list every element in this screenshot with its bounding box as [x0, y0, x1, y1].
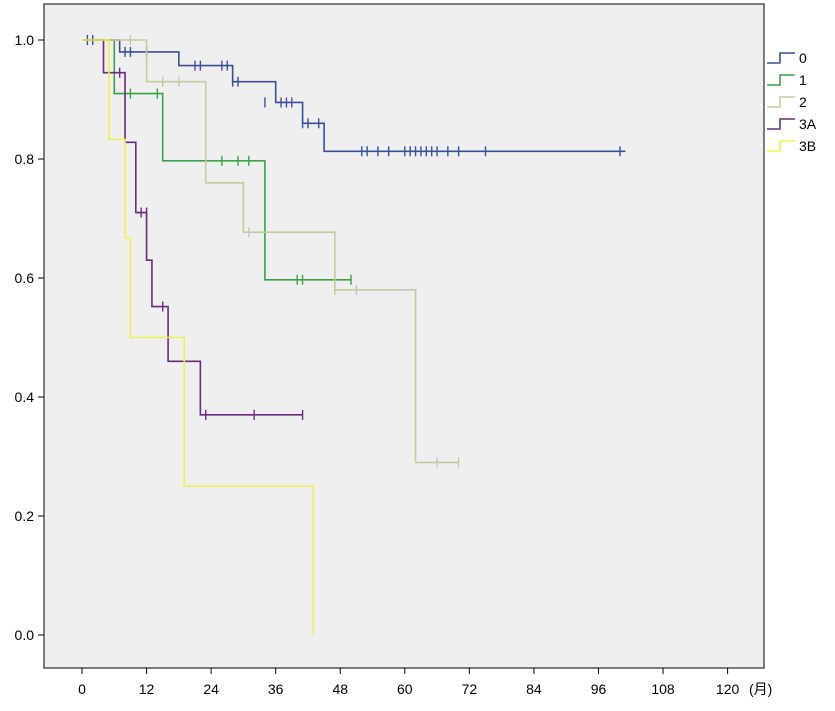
x-tick-label: 12	[139, 681, 155, 697]
legend-label: 3B	[799, 138, 816, 154]
series-layer	[82, 35, 626, 635]
legend-item-1: 1	[767, 72, 807, 88]
x-tick-label: 120	[716, 681, 740, 697]
x-tick-label: 24	[203, 681, 219, 697]
plot-background	[43, 3, 765, 669]
x-unit-label: (月)	[749, 681, 772, 697]
x-tick-label: 108	[651, 681, 675, 697]
series-line	[82, 39, 459, 464]
legend: 0 1 2 3A 3B	[767, 50, 817, 154]
legend-swatch	[767, 96, 795, 108]
legend-item-3A: 3A	[767, 116, 817, 132]
series-3B	[82, 39, 315, 635]
legend-item-2: 2	[767, 94, 807, 110]
y-tick-label: 0.8	[15, 151, 35, 167]
series-line	[82, 39, 315, 635]
legend-item-0: 0	[767, 50, 807, 66]
y-tick-label: 0.6	[15, 270, 35, 286]
series-line	[82, 39, 626, 153]
series-0	[82, 35, 626, 157]
y-tick-label: 1.0	[15, 32, 35, 48]
legend-swatch	[767, 52, 795, 64]
x-tick-label: 0	[78, 681, 86, 697]
x-tick-label: 60	[397, 681, 413, 697]
x-tick-label: 84	[526, 681, 542, 697]
series-line	[82, 39, 351, 281]
x-tick-label: 96	[591, 681, 607, 697]
x-tick-label: 48	[332, 681, 348, 697]
axes: 0 12 24 36 48 60 72 84 96 108 120 0.0 0.2 0.4 0.6 0.8 1.…	[15, 32, 740, 697]
legend-label: 3A	[799, 116, 817, 132]
legend-label: 2	[799, 94, 807, 110]
legend-swatch	[767, 140, 795, 152]
y-tick-label: 0.4	[15, 389, 35, 405]
y-tick-label: 0.0	[15, 627, 35, 643]
x-tick-label: 36	[268, 681, 284, 697]
y-tick-label: 0.2	[15, 508, 35, 524]
x-tick-label: 72	[462, 681, 478, 697]
legend-swatch	[767, 118, 795, 130]
legend-label: 0	[799, 50, 807, 66]
legend-item-3B: 3B	[767, 138, 816, 154]
legend-label: 1	[799, 72, 807, 88]
legend-swatch	[767, 74, 795, 86]
series-1	[82, 39, 352, 285]
series-2	[82, 35, 460, 468]
